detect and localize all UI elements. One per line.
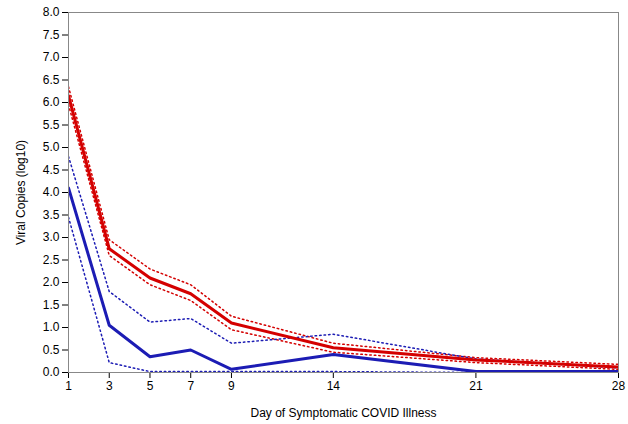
svg-text:4.0: 4.0 [43,185,60,199]
svg-text:3.0: 3.0 [43,230,60,244]
svg-text:6.5: 6.5 [43,73,60,87]
svg-text:14: 14 [327,379,341,393]
svg-text:7: 7 [187,379,194,393]
svg-text:1.5: 1.5 [43,298,60,312]
svg-text:Day of Symptomatic COVID Illne: Day of Symptomatic COVID Illness [250,406,436,420]
svg-text:8.0: 8.0 [43,5,60,19]
svg-text:0.0: 0.0 [43,365,60,379]
svg-text:28: 28 [612,379,626,393]
svg-text:4.5: 4.5 [43,163,60,177]
svg-text:21: 21 [469,379,483,393]
svg-text:3.5: 3.5 [43,208,60,222]
svg-text:5: 5 [147,379,154,393]
svg-text:7.0: 7.0 [43,50,60,64]
svg-text:Viral Copies (log10): Viral Copies (log10) [14,140,28,245]
svg-text:2.0: 2.0 [43,275,60,289]
svg-text:7.5: 7.5 [43,28,60,42]
svg-text:1: 1 [65,379,72,393]
svg-text:3: 3 [106,379,113,393]
svg-text:2.5: 2.5 [43,253,60,267]
svg-text:9: 9 [228,379,235,393]
svg-text:5.0: 5.0 [43,140,60,154]
svg-text:0.5: 0.5 [43,343,60,357]
svg-text:1.0: 1.0 [43,320,60,334]
svg-text:6.0: 6.0 [43,95,60,109]
svg-text:5.5: 5.5 [43,118,60,132]
